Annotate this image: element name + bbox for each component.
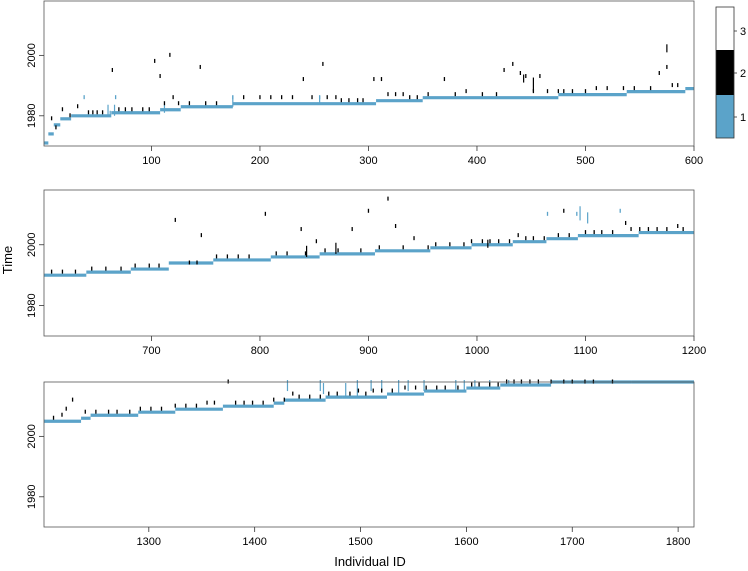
x-tick-label: 800 <box>251 345 269 357</box>
panel-3: 1300 1400 1500 1600 1700 1800 1980 2000 <box>26 379 695 548</box>
legend-label-2: 2 <box>740 68 746 80</box>
y-tick-label: 1980 <box>26 104 38 128</box>
x-tick-label: 1500 <box>348 536 372 548</box>
y-tick-label: 2000 <box>26 43 38 67</box>
x-tick-label: 400 <box>468 155 486 167</box>
y-tick-label: 2000 <box>26 233 38 257</box>
x-tick-label: 300 <box>359 155 377 167</box>
legend-swatch-1 <box>716 95 734 138</box>
x-tick-label: 200 <box>251 155 269 167</box>
legend: 3 2 1 <box>715 6 746 139</box>
x-tick-label: 600 <box>685 155 703 167</box>
panels: 100 200 300 400 500 600 1980 2000 700 800 900 1000 1… <box>26 0 706 548</box>
panel-2: 700 800 900 1000 1100 1200 1980 2000 <box>26 189 706 357</box>
legend-label-1: 1 <box>740 112 746 124</box>
y-tick-label: 2000 <box>26 424 38 448</box>
x-tick-label: 900 <box>359 345 377 357</box>
panel-frame <box>43 381 695 528</box>
x-tick-label: 1300 <box>137 536 161 548</box>
x-tick-label: 1600 <box>454 536 478 548</box>
y-tick-label: 1980 <box>26 485 38 509</box>
legend-frame <box>715 6 735 139</box>
y-tick-label: 1980 <box>26 293 38 317</box>
x-tick-label: 1700 <box>560 536 584 548</box>
x-tick-label: 1200 <box>682 345 706 357</box>
x-tick-label: 100 <box>142 155 160 167</box>
panel-frame <box>43 189 695 337</box>
legend-swatch-2 <box>716 50 734 95</box>
panel-frame <box>43 0 695 147</box>
x-tick-label: 700 <box>142 345 160 357</box>
x-tick-label: 1000 <box>465 345 489 357</box>
y-axis-label: Time <box>0 246 15 274</box>
x-tick-label: 1100 <box>574 345 598 357</box>
panel-1: 100 200 300 400 500 600 1980 2000 <box>26 0 703 167</box>
legend-label-3: 3 <box>740 26 746 38</box>
x-tick-label: 1800 <box>666 536 690 548</box>
legend-swatch-3 <box>716 7 734 50</box>
x-tick-label: 500 <box>576 155 594 167</box>
x-axis-label: Individual ID <box>334 554 406 569</box>
x-tick-label: 1400 <box>242 536 266 548</box>
